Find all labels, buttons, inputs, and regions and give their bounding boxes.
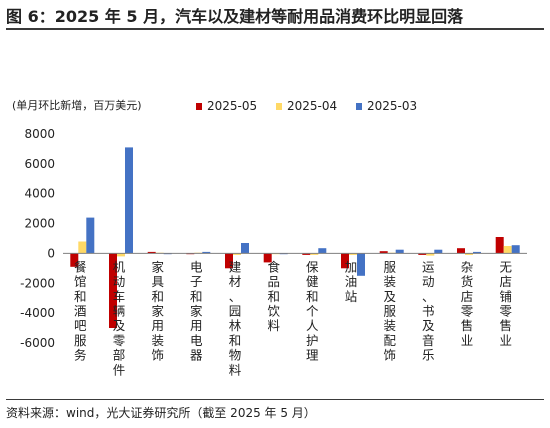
x-category-label: 建材、园林和物料 xyxy=(229,259,242,377)
y-tick-label: 8000 xyxy=(24,127,55,141)
legend-label-2025-05: 2025-05 xyxy=(207,99,257,113)
y-tick-label: 4000 xyxy=(24,187,55,201)
x-category-label: 杂货店零售业 xyxy=(461,259,474,348)
y-unit-label: (单月环比新增，百万美元) xyxy=(12,98,142,112)
legend-swatch-2025-04 xyxy=(276,103,282,110)
bar-2025-05-11 xyxy=(495,237,504,254)
bar-2025-04-10 xyxy=(465,253,473,255)
legend-label-2025-03: 2025-03 xyxy=(367,99,417,113)
x-category-label: 运动、书及音乐 xyxy=(422,259,435,362)
bar-2025-03-0 xyxy=(86,217,95,254)
bar-2025-05-2 xyxy=(147,251,156,254)
x-category-label: 加油站 xyxy=(345,259,358,303)
source-note: 资料来源：wind，光大证券研究所（截至 2025 年 5 月） xyxy=(6,406,316,420)
bar-2025-05-9 xyxy=(418,253,427,255)
x-category-label: 食品和饮料 xyxy=(267,259,280,333)
x-category-label: 服装及服装配饰 xyxy=(383,259,396,362)
x-category-label: 无店铺零售业 xyxy=(499,259,512,348)
title-rule xyxy=(6,28,544,30)
x-category-label: 机动车辆及零部件 xyxy=(113,259,126,377)
x-category-label: 电子和家用电器 xyxy=(190,259,203,362)
bar-2025-05-1 xyxy=(109,253,117,328)
bar-2025-03-11 xyxy=(511,245,520,254)
x-category-label: 家具和家用装饰 xyxy=(151,259,164,362)
bar-2025-05-8 xyxy=(379,251,388,254)
bar-2025-04-11 xyxy=(503,246,512,254)
y-tick-label: 0 xyxy=(47,246,55,260)
bar-2025-05-7 xyxy=(341,253,349,269)
bar-2025-03-10 xyxy=(473,251,481,254)
y-tick-label: 2000 xyxy=(24,217,55,231)
bar-2025-03-9 xyxy=(434,249,443,254)
bar-2025-04-9 xyxy=(426,253,435,256)
x-category-label: 保健和个人护理 xyxy=(306,259,319,362)
bar-2025-03-3 xyxy=(202,251,211,254)
legend-swatch-2025-03 xyxy=(356,103,362,110)
bar-2025-03-6 xyxy=(318,248,327,254)
bar-2025-04-1 xyxy=(117,253,125,257)
y-tick-label: -4000 xyxy=(20,306,55,320)
bar-2025-05-0 xyxy=(70,253,79,267)
bar-2025-04-4 xyxy=(233,253,241,255)
bar-2025-04-7 xyxy=(349,253,357,255)
bar-2025-03-7 xyxy=(357,253,365,276)
x-category-label: 餐馆和酒吧服务 xyxy=(74,259,87,362)
legend-label-2025-04: 2025-04 xyxy=(287,99,337,113)
bar-2025-04-6 xyxy=(310,253,319,255)
bar-2025-03-4 xyxy=(241,243,249,254)
y-tick-label: -2000 xyxy=(20,276,55,290)
bar-2025-05-5 xyxy=(263,253,272,263)
bar-2025-03-8 xyxy=(395,249,404,254)
bar-2025-05-4 xyxy=(225,253,233,269)
bar-2025-03-1 xyxy=(125,147,133,254)
legend-swatch-2025-05 xyxy=(196,103,202,110)
source-rule xyxy=(6,399,544,400)
y-tick-label: 6000 xyxy=(24,157,55,171)
bar-2025-05-6 xyxy=(302,253,311,255)
y-tick-label: -6000 xyxy=(20,336,55,350)
figure-title: 图 6：2025 年 5 月，汽车以及建材等耐用品消费环比明显回落 xyxy=(6,7,464,26)
bar-2025-04-0 xyxy=(78,241,87,254)
bar-2025-05-10 xyxy=(457,248,465,254)
